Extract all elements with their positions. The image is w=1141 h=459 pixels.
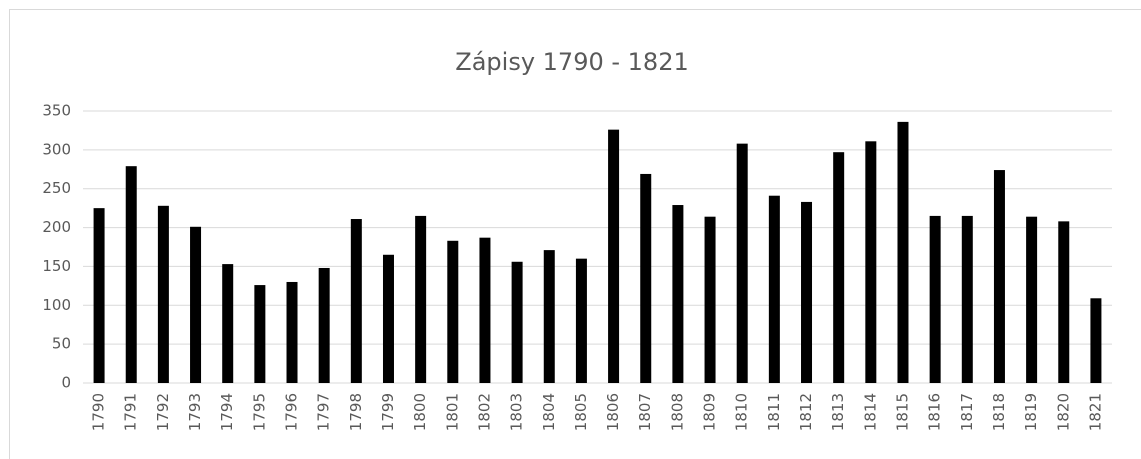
x-tick-label: 1793 <box>186 393 204 431</box>
bar <box>157 205 169 383</box>
x-tick-label: 1805 <box>572 393 590 431</box>
bar <box>833 152 845 383</box>
bar <box>608 129 620 383</box>
y-tick-label: 0 <box>61 374 71 392</box>
x-tick-label: 1798 <box>347 393 365 431</box>
bar <box>190 226 202 383</box>
bar <box>479 237 491 383</box>
x-tick-label: 1810 <box>733 393 751 431</box>
x-tick-label: 1814 <box>861 393 879 431</box>
x-tick-label: 1797 <box>315 393 333 431</box>
x-tick-label: 1808 <box>668 393 686 431</box>
bar <box>736 143 748 383</box>
x-tick-label: 1820 <box>1054 393 1072 431</box>
bar <box>447 240 459 383</box>
bar <box>415 215 427 383</box>
x-tick-label: 1803 <box>508 393 526 431</box>
x-tick-label: 1802 <box>475 393 493 431</box>
x-tick-label: 1804 <box>540 393 558 431</box>
bar <box>382 254 394 383</box>
y-tick-label: 300 <box>42 140 71 158</box>
bar <box>993 170 1005 383</box>
x-tick-label: 1794 <box>218 393 236 431</box>
bar <box>350 219 362 383</box>
y-tick-label: 150 <box>42 257 71 275</box>
bar <box>801 201 813 383</box>
bar <box>640 173 652 383</box>
x-tick-label: 1816 <box>926 393 944 431</box>
bar <box>511 261 523 383</box>
bar <box>286 281 298 383</box>
bar <box>575 258 587 383</box>
bar <box>318 267 330 383</box>
bar <box>929 215 941 383</box>
x-tick-label: 1796 <box>283 393 301 431</box>
chart-title: Zápisy 1790 - 1821 <box>455 48 688 76</box>
x-tick-label: 1795 <box>250 393 268 431</box>
bar <box>222 264 234 383</box>
x-tick-label: 1817 <box>958 393 976 431</box>
x-tick-label: 1819 <box>1022 393 1040 431</box>
y-tick-label: 100 <box>42 296 71 314</box>
bar <box>768 195 780 383</box>
bar <box>672 205 684 383</box>
x-tick-label: 1821 <box>1086 393 1104 431</box>
bar <box>125 166 137 383</box>
bar <box>543 250 555 383</box>
x-tick-label: 1801 <box>443 393 461 431</box>
bar <box>704 216 716 383</box>
bar <box>961 215 973 383</box>
x-tick-label: 1815 <box>893 393 911 431</box>
bar <box>254 285 266 383</box>
bar <box>1058 221 1070 383</box>
x-tick-label: 1792 <box>154 393 172 431</box>
x-tick-label: 1812 <box>797 393 815 431</box>
y-tick-label: 50 <box>52 335 71 353</box>
x-tick-label: 1799 <box>379 393 397 431</box>
x-tick-label: 1791 <box>122 393 140 431</box>
x-tick-label: 1806 <box>604 393 622 431</box>
y-tick-label: 350 <box>42 102 71 120</box>
x-tick-label: 1818 <box>990 393 1008 431</box>
y-tick-label: 250 <box>42 179 71 197</box>
x-tick-label: 1790 <box>90 393 108 431</box>
x-tick-label: 1800 <box>411 393 429 431</box>
x-tick-label: 1807 <box>636 393 654 431</box>
x-tick-label: 1813 <box>829 393 847 431</box>
bar <box>93 208 105 383</box>
bar <box>1026 216 1038 383</box>
x-tick-label: 1811 <box>765 393 783 431</box>
bar <box>1090 298 1102 383</box>
bar <box>865 141 877 383</box>
bar <box>897 121 909 383</box>
x-tick-label: 1809 <box>701 393 719 431</box>
y-tick-label: 200 <box>42 218 71 236</box>
